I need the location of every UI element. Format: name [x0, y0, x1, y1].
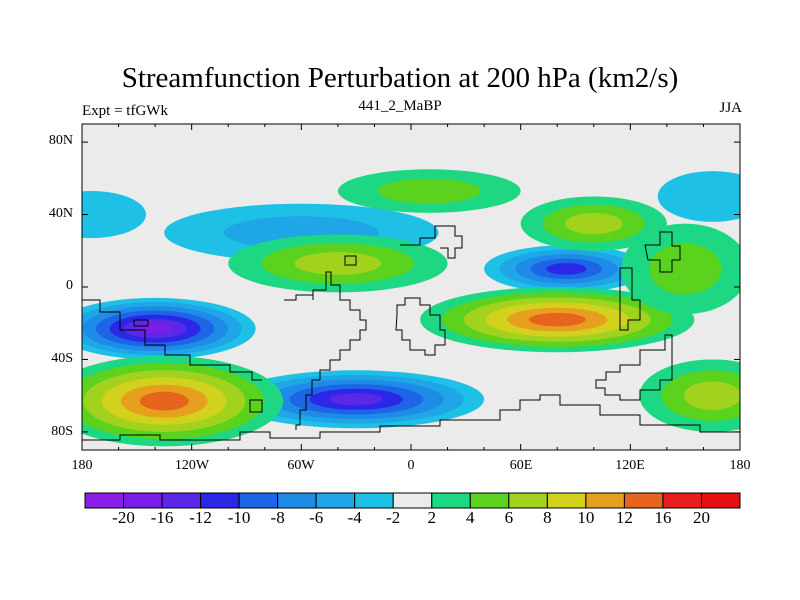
x-tick-label: 180: [71, 458, 93, 473]
colorbar-box: [238, 492, 279, 509]
x-tick-label: 0: [407, 458, 415, 473]
colorbar-label: -2: [386, 508, 401, 527]
colorbar-label: 10: [577, 508, 595, 527]
experiment-label: Expt = tfGWk: [82, 103, 168, 119]
x-tick-label: 120W: [174, 458, 210, 473]
contour-band: [377, 178, 481, 204]
map-title: Streamfunction Perturbation at 200 hPa (…: [121, 62, 679, 94]
x-ticks: [81, 124, 741, 450]
contour-band: [649, 243, 722, 295]
colorbar-label: -12: [189, 508, 212, 527]
colorbar-box: [585, 492, 625, 509]
y-tick-label: 80S: [51, 424, 73, 439]
colorbar-box: [623, 492, 664, 509]
x-tick-label: 60W: [287, 458, 315, 473]
contour-band: [657, 171, 740, 222]
colorbar-box: [546, 492, 587, 509]
contour-fields: [82, 169, 740, 447]
y-tick-label: 40S: [51, 351, 73, 366]
colorbar-label: 2: [427, 508, 437, 527]
y-tick-label: 40N: [48, 206, 73, 221]
contour-band: [564, 212, 623, 235]
colorbar-box: [84, 492, 125, 509]
x-tick-label: 120E: [615, 458, 645, 473]
y-tick-label: 80N: [48, 133, 73, 148]
colorbar-box: [662, 492, 702, 509]
contour-band: [294, 252, 382, 275]
colorbar-box: [200, 492, 240, 509]
colorbar-box: [315, 492, 356, 509]
colorbar-box: [392, 492, 433, 509]
x-tick-label: 60E: [509, 458, 533, 473]
colorbar-box: [431, 492, 471, 509]
colorbar-box: [123, 492, 163, 509]
colorbar-label: -20: [112, 508, 135, 527]
colorbar-label: -8: [270, 508, 285, 527]
y-tick-label: 0: [66, 278, 73, 293]
case-label: 441_2_MaBP: [358, 98, 442, 114]
contour-band: [82, 191, 146, 239]
y-ticks: [82, 141, 740, 433]
colorbar-label: 8: [543, 508, 552, 527]
contour-band: [683, 381, 740, 410]
coastline: [82, 225, 740, 441]
colorbar-label: 12: [615, 508, 633, 527]
season-label: JJA: [719, 100, 742, 116]
colorbar-label: 6: [504, 508, 514, 527]
colorbar-box: [508, 492, 548, 509]
colorbar-label: -16: [150, 508, 174, 527]
x-tick-label: 180: [729, 458, 751, 473]
contour-band: [528, 312, 586, 327]
colorbar-boxes: [84, 492, 741, 509]
colorbar-box: [469, 492, 510, 509]
colorbar-label: -10: [227, 508, 251, 527]
contour-band: [139, 391, 189, 411]
contour-band: [329, 393, 383, 406]
colorbar-box: [354, 492, 394, 509]
colorbar-label: 20: [692, 508, 710, 527]
colorbar-label: -4: [347, 508, 362, 527]
contour-band: [546, 263, 587, 275]
colorbar-box: [161, 492, 202, 509]
colorbar-box: [700, 492, 741, 509]
colorbar-label: 16: [654, 508, 672, 527]
colorbar-label: 4: [466, 508, 475, 527]
colorbar-box: [277, 492, 317, 509]
colorbar-label: -6: [309, 508, 324, 527]
